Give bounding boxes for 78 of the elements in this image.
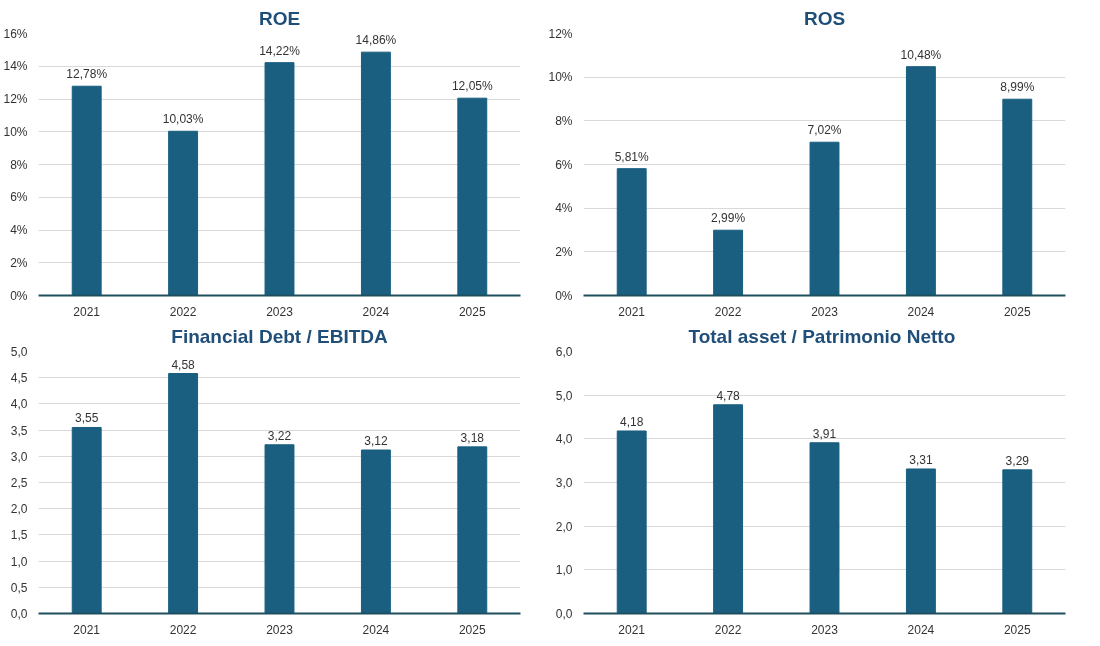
- x-tick-label: 2024: [362, 622, 390, 637]
- data-label: 10,03%: [162, 112, 204, 127]
- y-tick-label: 6%: [10, 190, 28, 205]
- y-tick-label: 12%: [3, 92, 28, 106]
- data-label: 3,31: [909, 452, 933, 467]
- x-tick-label: 2025: [1003, 622, 1031, 637]
- data-label: 3,91: [812, 426, 837, 441]
- data-label: 3,55: [75, 411, 99, 426]
- y-tick-label: 0%: [10, 288, 28, 303]
- y-tick-label: 3,0: [555, 476, 573, 490]
- chart-title: ROE: [258, 7, 301, 29]
- y-tick-label: 2,0: [555, 519, 573, 534]
- x-tick-label: 2022: [169, 622, 197, 637]
- data-label: 12,05%: [451, 79, 493, 94]
- y-tick-label: 0,0: [10, 607, 28, 621]
- chart-title: ROS: [803, 7, 846, 29]
- x-tick-label: 2021: [618, 304, 646, 319]
- y-tick-label: 1,5: [10, 528, 28, 543]
- y-tick-label: 4,0: [555, 432, 573, 447]
- x-tick-label: 2021: [618, 622, 646, 637]
- y-tick-label: 10%: [3, 124, 28, 139]
- data-label: 14,22%: [259, 43, 301, 58]
- data-label: 12,78%: [66, 67, 108, 82]
- x-tick-label: 2025: [458, 622, 486, 637]
- y-tick-label: 2,0: [10, 502, 28, 517]
- y-tick-label: 14%: [3, 59, 28, 74]
- y-tick-label: 6,0: [555, 345, 573, 359]
- y-tick-label: 8%: [10, 157, 28, 172]
- y-tick-label: 4%: [555, 201, 573, 216]
- y-tick-label: 3,0: [10, 449, 28, 464]
- x-tick-label: 2022: [714, 622, 742, 637]
- data-label: 7,02%: [807, 123, 842, 138]
- y-tick-label: 1,0: [10, 554, 28, 569]
- y-tick-label: 2%: [555, 244, 573, 259]
- data-label: 3,29: [1005, 453, 1030, 468]
- x-tick-label: 2021: [73, 622, 101, 637]
- data-label: 10,48%: [900, 47, 942, 62]
- data-label: 14,86%: [355, 33, 397, 48]
- data-label: 4,58: [171, 357, 196, 372]
- data-label: 3,22: [267, 428, 292, 443]
- x-tick-label: 2023: [811, 304, 839, 319]
- x-tick-label: 2023: [811, 622, 839, 637]
- y-tick-label: 4,5: [10, 371, 28, 386]
- data-label: 3,18: [460, 430, 485, 445]
- y-tick-label: 2%: [10, 255, 28, 270]
- x-tick-label: 2021: [73, 304, 101, 319]
- y-tick-label: 1,0: [555, 563, 573, 578]
- data-label: 4,78: [716, 388, 741, 403]
- y-tick-label: 5,0: [555, 388, 573, 403]
- y-tick-label: 0%: [555, 288, 573, 303]
- y-tick-label: 8%: [555, 113, 573, 128]
- chart-title: Financial Debt / EBITDA: [171, 325, 388, 347]
- y-tick-label: 3,5: [10, 423, 28, 438]
- y-tick-label: 5,0: [10, 345, 28, 359]
- chart-title: Total asset / Patrimonio Netto: [688, 325, 956, 347]
- x-tick-label: 2024: [907, 304, 935, 319]
- x-tick-label: 2024: [907, 622, 935, 637]
- y-tick-label: 2,5: [10, 476, 28, 490]
- x-tick-label: 2022: [714, 304, 742, 319]
- data-label: 5,81%: [614, 149, 650, 164]
- data-label: 8,99%: [1000, 80, 1035, 95]
- x-tick-label: 2023: [266, 304, 294, 319]
- y-tick-label: 16%: [3, 26, 28, 41]
- data-label: 2,99%: [711, 211, 746, 226]
- y-tick-label: 6%: [555, 157, 573, 172]
- x-tick-label: 2025: [1003, 304, 1031, 319]
- y-tick-label: 0,0: [555, 607, 573, 621]
- y-tick-label: 0,5: [10, 580, 28, 595]
- y-tick-label: 10%: [548, 70, 573, 85]
- y-tick-label: 4%: [10, 223, 28, 237]
- x-tick-label: 2024: [362, 304, 390, 319]
- data-label: 4,18: [620, 414, 644, 429]
- x-tick-label: 2023: [266, 622, 294, 637]
- data-label: 3,12: [364, 434, 388, 449]
- x-tick-label: 2025: [458, 304, 486, 319]
- x-tick-label: 2022: [169, 304, 197, 319]
- y-tick-label: 4,0: [10, 397, 28, 412]
- y-tick-label: 12%: [548, 26, 573, 41]
